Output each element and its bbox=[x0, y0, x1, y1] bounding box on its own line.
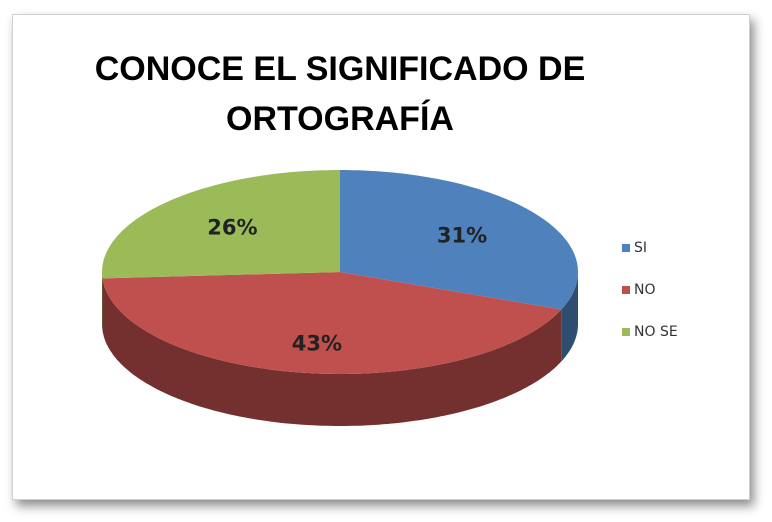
chart-title: CONOCE EL SIGNIFICADO DE ORTOGRAFÍA bbox=[94, 50, 586, 138]
slice-side bbox=[102, 272, 103, 331]
legend-label: SI bbox=[634, 240, 647, 256]
slice bbox=[102, 170, 340, 279]
slice bbox=[102, 272, 562, 374]
legend-label: NO bbox=[634, 282, 656, 298]
data-label: 43% bbox=[292, 331, 342, 355]
legend-swatch bbox=[622, 328, 630, 336]
data-label: 31% bbox=[437, 223, 487, 247]
legend-label: NO SE bbox=[634, 324, 678, 340]
slice-side bbox=[102, 278, 562, 426]
slice-side bbox=[561, 272, 578, 362]
legend-swatch bbox=[622, 286, 630, 294]
legend-swatch bbox=[622, 244, 630, 252]
data-label: 26% bbox=[207, 216, 257, 240]
slice bbox=[340, 170, 578, 310]
